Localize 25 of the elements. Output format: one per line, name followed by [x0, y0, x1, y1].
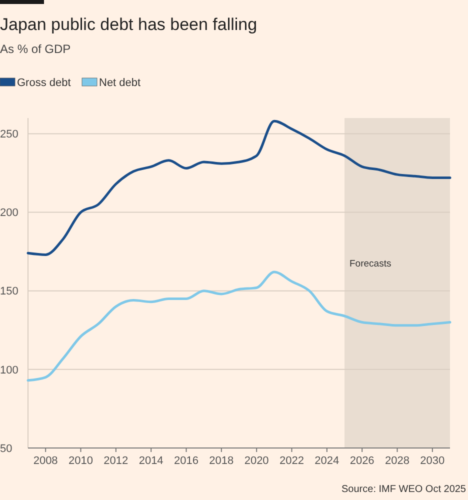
- x-tick-label: 2018: [209, 455, 234, 467]
- x-tick-label: 2030: [420, 455, 445, 467]
- x-tick-label: 2022: [280, 455, 304, 467]
- band-label: Forecasts: [350, 258, 392, 270]
- x-tick-label: 2016: [174, 455, 198, 467]
- legend-label: Net debt: [99, 77, 141, 89]
- y-tick-label: 50: [0, 442, 12, 455]
- x-tick-label: 2012: [104, 455, 128, 467]
- x-tick-label: 2008: [33, 455, 58, 467]
- x-tick-label: 2028: [385, 455, 410, 467]
- y-tick-label: 250: [0, 128, 18, 141]
- line-series: [26, 120, 452, 256]
- x-tick-label: 2026: [350, 455, 374, 467]
- x-tick-label: 2010: [68, 455, 93, 467]
- chart-subtitle: As % of GDP: [0, 42, 71, 56]
- x-tick-label: 2014: [138, 455, 164, 467]
- y-tick-label: 150: [0, 286, 18, 298]
- y-tick-label: 100: [0, 364, 18, 376]
- source-note: Source: IMF WEO Oct 2025: [342, 484, 466, 495]
- y-tick-label: 200: [0, 207, 18, 220]
- line-series: [26, 270, 452, 382]
- x-tick-label: 2024: [314, 455, 340, 467]
- legend-label: Gross debt: [17, 77, 71, 89]
- x-tick-label: 2020: [244, 455, 269, 467]
- chart-title: Japan public debt has been falling: [0, 15, 258, 34]
